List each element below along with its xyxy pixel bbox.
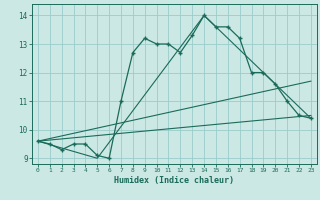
X-axis label: Humidex (Indice chaleur): Humidex (Indice chaleur) (115, 176, 234, 185)
